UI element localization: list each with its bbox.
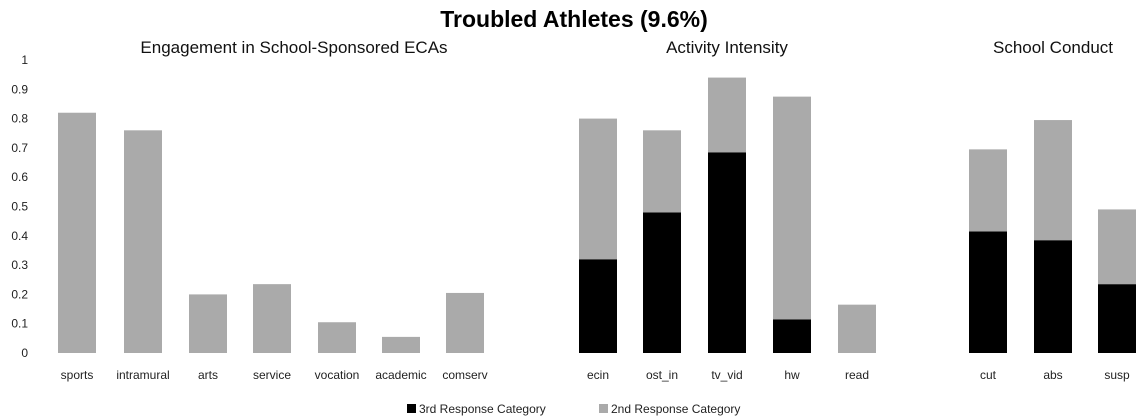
category-label-tv_vid: tv_vid bbox=[711, 368, 742, 382]
bar-2nd-abs bbox=[1034, 120, 1072, 241]
category-label-ecin: ecin bbox=[587, 368, 609, 382]
bar-2nd-vocation bbox=[318, 322, 356, 353]
category-label-read: read bbox=[845, 368, 869, 382]
y-tick-label: 0.8 bbox=[11, 112, 28, 126]
bar-2nd-read bbox=[838, 304, 876, 353]
category-label-comserv: comserv bbox=[442, 368, 487, 382]
category-label-susp: susp bbox=[1104, 368, 1130, 382]
bar-3rd-cut bbox=[969, 231, 1007, 353]
bar-2nd-tv_vid bbox=[708, 77, 746, 153]
bar-2nd-arts bbox=[189, 294, 227, 353]
legend-swatch-2nd bbox=[599, 404, 608, 413]
bar-3rd-ecin bbox=[579, 259, 617, 353]
group-title-school-conduct: School Conduct bbox=[993, 38, 1113, 57]
legend-label-2nd: 2nd Response Category bbox=[611, 402, 740, 416]
category-label-arts: arts bbox=[198, 368, 218, 382]
bar-3rd-tv_vid bbox=[708, 152, 746, 353]
category-label-sports: sports bbox=[61, 368, 94, 382]
y-tick-label: 0.9 bbox=[11, 82, 28, 96]
y-tick-label: 0.5 bbox=[11, 200, 28, 214]
y-tick-label: 1 bbox=[21, 53, 28, 67]
category-label-academic: academic bbox=[375, 368, 426, 382]
group-title-activity-intensity: Activity Intensity bbox=[666, 38, 788, 57]
bar-2nd-intramural bbox=[124, 130, 162, 353]
bar-2nd-hw bbox=[773, 96, 811, 320]
bar-2nd-comserv bbox=[446, 292, 484, 353]
category-label-intramural: intramural bbox=[116, 368, 169, 382]
y-axis: 0 0.1 0.2 0.3 0.4 0.5 0.6 0.7 0.8 0.9 1 bbox=[11, 53, 28, 360]
category-label-service: service bbox=[253, 368, 291, 382]
bar-3rd-abs bbox=[1034, 240, 1072, 353]
bar-2nd-susp bbox=[1098, 209, 1136, 285]
bar-2nd-ost_in bbox=[643, 130, 681, 213]
y-tick-label: 0 bbox=[21, 346, 28, 360]
y-tick-label: 0.1 bbox=[11, 317, 28, 331]
y-tick-label: 0.3 bbox=[11, 258, 28, 272]
category-label-vocation: vocation bbox=[315, 368, 360, 382]
bars bbox=[58, 77, 1136, 354]
y-tick-label: 0.7 bbox=[11, 141, 28, 155]
y-tick-label: 0.4 bbox=[11, 229, 28, 243]
y-tick-label: 0.6 bbox=[11, 170, 28, 184]
bar-2nd-academic bbox=[382, 336, 420, 353]
legend: 3rd Response Category 2nd Response Categ… bbox=[407, 402, 740, 416]
legend-label-3rd: 3rd Response Category bbox=[419, 402, 546, 416]
chart-title: Troubled Athletes (9.6%) bbox=[440, 6, 708, 32]
category-label-cut: cut bbox=[980, 368, 997, 382]
bar-3rd-hw bbox=[773, 319, 811, 353]
bar-2nd-ecin bbox=[579, 118, 617, 260]
group-title-ecas: Engagement in School-Sponsored ECAs bbox=[140, 38, 447, 57]
category-label-ost_in: ost_in bbox=[646, 368, 678, 382]
bar-2nd-cut bbox=[969, 149, 1007, 232]
y-tick-label: 0.2 bbox=[11, 287, 28, 301]
bar-2nd-service bbox=[253, 284, 291, 353]
bar-2nd-sports bbox=[58, 112, 96, 354]
category-label-hw: hw bbox=[784, 368, 800, 382]
bar-3rd-ost_in bbox=[643, 212, 681, 353]
category-labels: sports intramural arts service vocation acade… bbox=[61, 368, 1130, 382]
bar-3rd-susp bbox=[1098, 284, 1136, 353]
category-label-abs: abs bbox=[1043, 368, 1062, 382]
legend-swatch-3rd bbox=[407, 404, 416, 413]
